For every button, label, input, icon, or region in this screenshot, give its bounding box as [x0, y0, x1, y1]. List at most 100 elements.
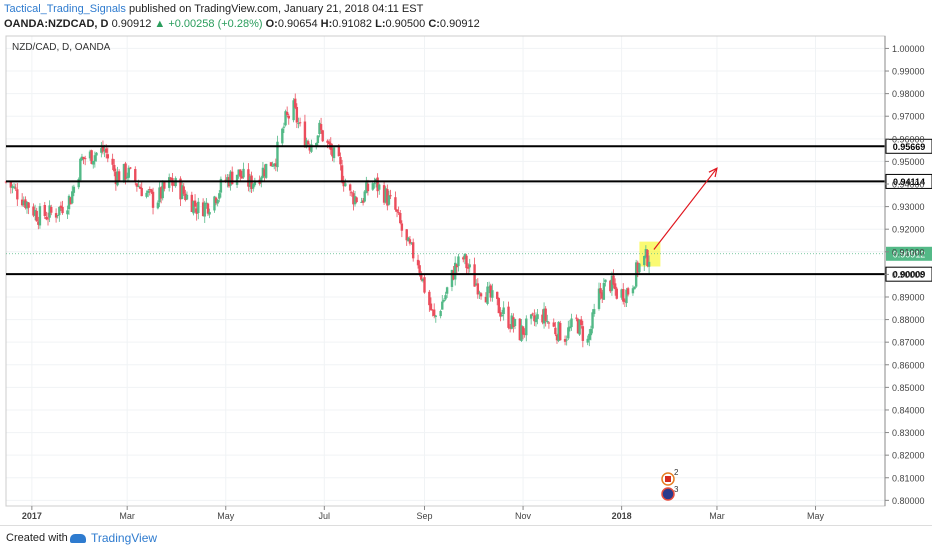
- candle-body: [213, 196, 216, 211]
- candle-body: [151, 191, 155, 208]
- candle-body: [46, 218, 50, 220]
- close-value: 0.90912: [439, 18, 480, 30]
- event-icons[interactable]: 23: [661, 468, 679, 501]
- horizontal-levels[interactable]: 0.95669 0.94114 0.90009: [6, 138, 932, 282]
- candle-body: [410, 242, 413, 244]
- candle-body: [376, 177, 379, 192]
- candle-body: [340, 165, 344, 183]
- open-value: 0.90654: [277, 18, 318, 30]
- candle-body: [568, 326, 572, 329]
- candle-body: [38, 206, 42, 226]
- x-tick-label: May: [217, 511, 235, 521]
- candle-body: [218, 193, 221, 199]
- candle-body: [580, 319, 583, 326]
- level-label: 0.94114: [893, 177, 925, 187]
- candle-body: [352, 193, 355, 205]
- candle-body: [201, 202, 205, 217]
- candle-body: [67, 195, 71, 210]
- candle-body: [43, 205, 46, 216]
- trend-arrow[interactable]: [653, 167, 718, 250]
- tradingview-logo[interactable]: TradingView: [70, 531, 157, 545]
- candle-body: [476, 283, 480, 295]
- candle-body: [610, 275, 614, 291]
- candle-body: [22, 201, 25, 206]
- candle-body: [371, 183, 374, 190]
- candle-body: [182, 186, 185, 194]
- candle-body: [601, 292, 604, 299]
- candle-body: [101, 146, 105, 152]
- candle-body: [100, 148, 103, 153]
- candle-body: [533, 315, 536, 322]
- candle-body: [25, 202, 29, 209]
- candle-body: [411, 242, 415, 259]
- chart-header: Tactical_Trading_Signals published on Tr…: [0, 0, 932, 34]
- candle-body: [77, 178, 80, 188]
- candle-body: [441, 301, 444, 310]
- candle-body: [342, 181, 345, 187]
- candle-body: [137, 185, 140, 187]
- candle-body: [500, 314, 504, 316]
- y-tick-label: 0.89000: [892, 292, 925, 302]
- tradingview-logo-icon: [70, 534, 86, 544]
- author-link[interactable]: Tactical_Trading_Signals: [4, 3, 126, 15]
- candle-body: [306, 141, 310, 145]
- candle-body: [360, 201, 363, 203]
- candle-body: [523, 333, 526, 335]
- candle-body: [326, 140, 329, 143]
- candle-body: [592, 309, 596, 314]
- candle-body: [499, 312, 502, 317]
- last-price-label: 0.90912: [893, 249, 926, 259]
- candle-body: [475, 283, 478, 286]
- candle-body: [185, 194, 189, 200]
- candle-body: [626, 288, 630, 295]
- high-label: H:: [320, 18, 333, 30]
- candle-body: [420, 273, 423, 280]
- candle-body: [479, 293, 483, 297]
- candle-body: [59, 205, 63, 208]
- candle-body: [646, 250, 649, 267]
- candle-body: [197, 201, 200, 214]
- candle-body: [563, 339, 567, 342]
- candle-body: [72, 186, 76, 193]
- candle-body: [546, 320, 549, 323]
- candle-body: [507, 306, 510, 328]
- candle-body: [45, 216, 48, 220]
- price-chart[interactable]: NZD/CAD, D, OANDA 0.956690.941140.90009 …: [0, 0, 932, 525]
- last-value: 0.90912: [111, 18, 152, 30]
- y-tick-label: 0.85000: [892, 383, 925, 393]
- candle-body: [190, 194, 194, 212]
- candle-body: [520, 325, 523, 342]
- candle-body: [14, 187, 17, 189]
- low-value: 0.90500: [385, 18, 426, 30]
- candle-body: [305, 140, 308, 148]
- symbol-line: OANDA:NZDCAD, D 0.90912 ▲ +0.00258 (+0.2…: [4, 18, 480, 30]
- candle-body: [512, 317, 515, 328]
- candle-body: [518, 318, 522, 341]
- y-tick-label: 0.97000: [892, 112, 925, 122]
- candle-body: [113, 164, 116, 172]
- candle-body: [240, 176, 244, 179]
- candle-body: [261, 167, 265, 178]
- candle-body: [395, 209, 399, 212]
- candle-body: [93, 155, 97, 162]
- candle-body: [484, 296, 488, 303]
- candle-body: [557, 321, 560, 342]
- candle-body: [179, 178, 182, 200]
- candle-body: [298, 122, 302, 124]
- candle-body: [37, 221, 40, 225]
- candle-body: [586, 338, 589, 343]
- candle-body: [486, 286, 489, 304]
- y-tick-label: 0.90000: [892, 270, 925, 280]
- candle-body: [361, 200, 365, 203]
- candle-body: [591, 312, 594, 329]
- candle-body: [12, 186, 16, 188]
- candle-body: [542, 308, 546, 324]
- candle-body: [146, 190, 150, 193]
- candle-body: [50, 206, 53, 213]
- candle-body: [195, 208, 198, 214]
- y-tick-label: 0.86000: [892, 360, 925, 370]
- candle-body: [350, 192, 353, 194]
- candle-body: [20, 199, 24, 206]
- candle-body: [295, 107, 299, 123]
- candle-body: [203, 202, 206, 217]
